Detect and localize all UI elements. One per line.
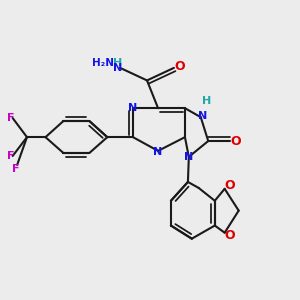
Text: N: N [128, 103, 138, 113]
Text: N: N [184, 152, 194, 162]
Text: F: F [7, 113, 14, 123]
Text: O: O [231, 134, 241, 148]
Text: F: F [12, 164, 20, 174]
Text: H: H [202, 96, 212, 106]
Text: O: O [175, 60, 185, 73]
Text: N: N [113, 63, 122, 73]
Text: O: O [225, 179, 235, 192]
Text: N: N [198, 111, 207, 121]
Text: H: H [112, 58, 122, 68]
Text: H₂N: H₂N [92, 58, 114, 68]
Text: O: O [225, 229, 235, 242]
Text: F: F [7, 151, 14, 161]
Text: N: N [153, 147, 163, 157]
